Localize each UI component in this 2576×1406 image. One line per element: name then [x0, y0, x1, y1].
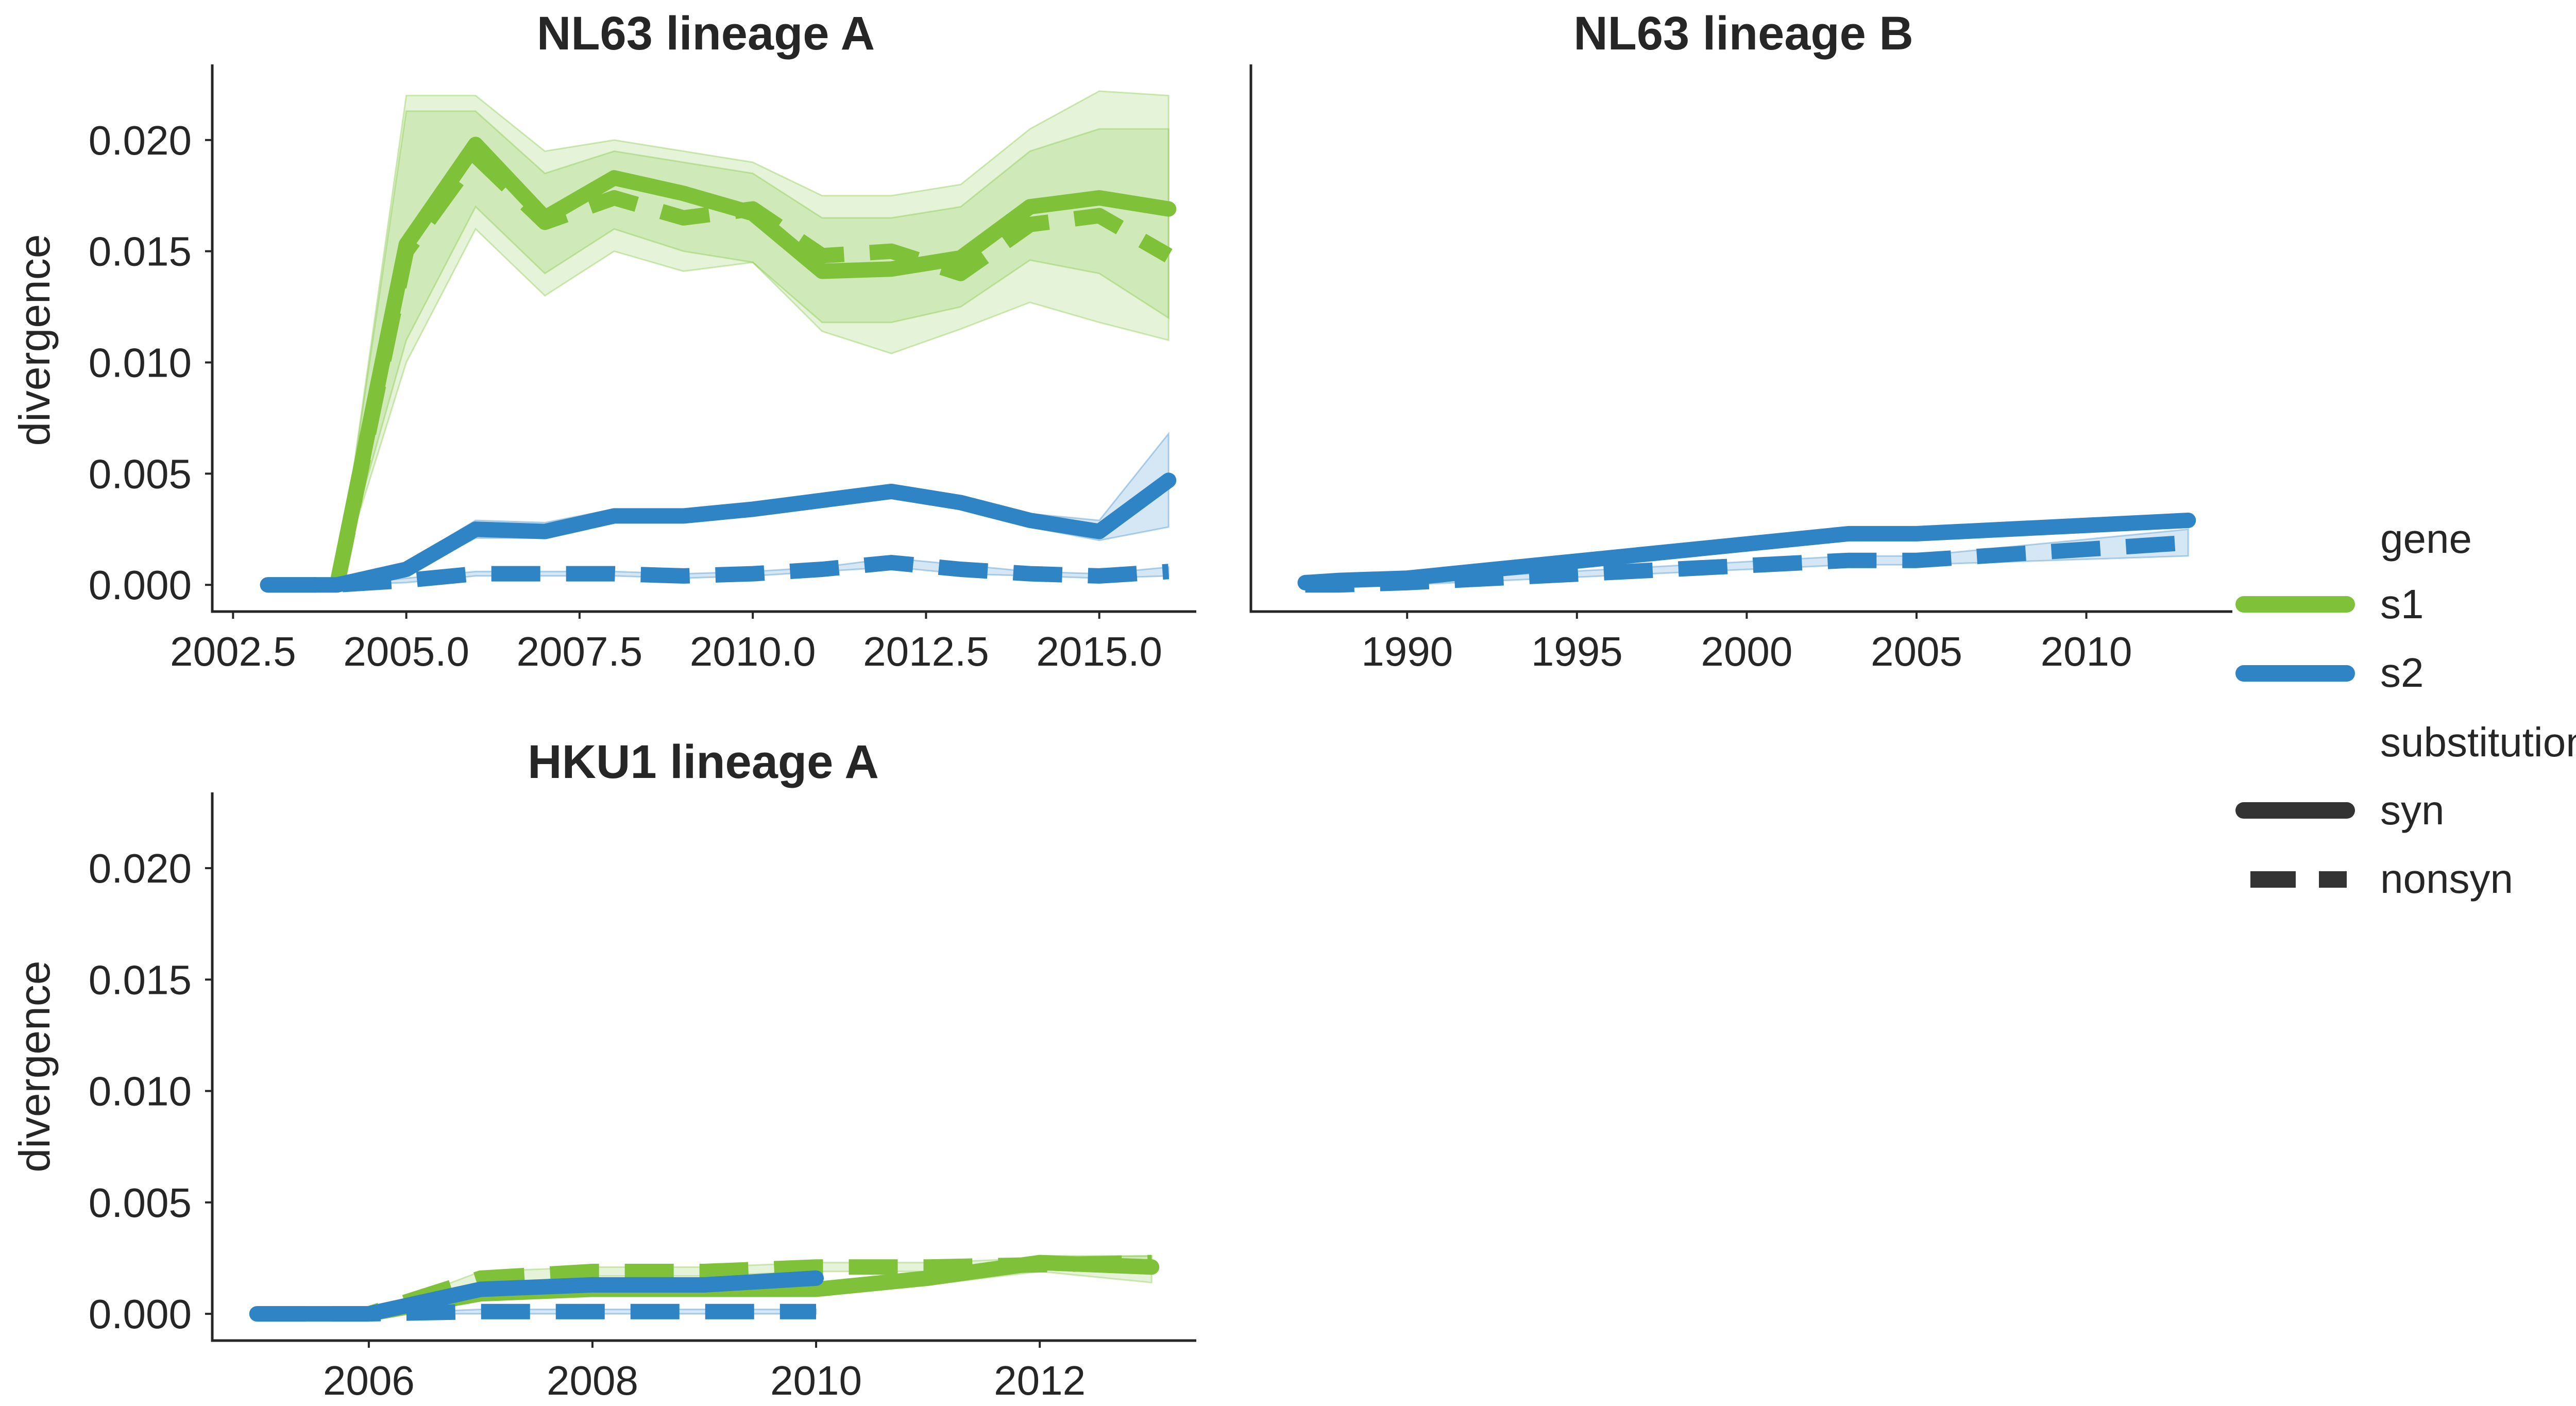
ci-band-s1-nonsyn: [267, 90, 1170, 586]
y-tick-label: 0.000: [89, 1291, 192, 1337]
x-tick-label: 2010: [2041, 629, 2132, 674]
x-tick-label: 2002.5: [170, 629, 296, 674]
axis-lines: [211, 64, 1196, 613]
x-tick-label: 2010.0: [690, 629, 816, 674]
x-tick-label: 2005.0: [343, 629, 469, 674]
y-tick-label: 0.020: [89, 845, 192, 891]
legend-heading-gene: gene: [2380, 516, 2472, 562]
y-axis-label: divergence: [10, 961, 59, 1173]
x-tick-label: 2007.5: [517, 629, 643, 674]
y-tick-label: 0.005: [89, 1180, 192, 1226]
x-tick-label: 2012: [994, 1358, 1086, 1403]
x-tick-label: 2010: [770, 1358, 862, 1403]
legend: gene s1 s2 substitution syn nonsyn: [2235, 516, 2576, 902]
ci-band-s1-syn: [267, 110, 1170, 586]
axis-lines: [211, 792, 1196, 1342]
y-tick-label: 0.000: [89, 562, 192, 608]
y-tick-label: 0.005: [89, 451, 192, 497]
series-line-s2-nonsyn: [1305, 535, 2189, 593]
y-tick-label: 0.020: [89, 117, 192, 163]
plot-area: 2006 2008 2010 2012 0.000 0.005 0.010 0.015 0.02…: [89, 845, 1160, 1403]
panel-nl63-lineage-a: NL63 lineage A 2002.5 2005.0 2007.5 2010.0 2…: [10, 7, 1196, 674]
axis-lines: [1249, 64, 2232, 613]
x-tick-label: 2005: [1871, 629, 1962, 674]
x-tick-label: 2006: [323, 1358, 415, 1403]
x-tick-label: 1995: [1531, 629, 1623, 674]
legend-label-s2: s2: [2380, 650, 2424, 696]
series-line-s1-syn: [260, 137, 1177, 593]
series-line-s1-nonsyn: [267, 148, 1173, 593]
x-tick-label: 2000: [1701, 629, 1792, 674]
panel-title: HKU1 lineage A: [528, 736, 879, 788]
x-tick-label: 2008: [547, 1358, 638, 1403]
y-tick-label: 0.015: [89, 957, 192, 1003]
x-tick-label: 2015.0: [1036, 629, 1162, 674]
plot-area: 2002.5 2005.0 2007.5 2010.0 2012.5 2015.0 0.00…: [89, 90, 1177, 674]
legend-label-syn: syn: [2380, 787, 2445, 833]
y-tick-label: 0.015: [89, 229, 192, 275]
plot-area: 1990 1995 2000 2005 2010: [1297, 513, 2196, 674]
y-tick-label: 0.010: [89, 340, 192, 385]
x-tick-label: 1990: [1361, 629, 1453, 674]
x-tick-label: 2012.5: [863, 629, 989, 674]
series-line-s2-nonsyn: [257, 1303, 816, 1322]
legend-label-nonsyn: nonsyn: [2380, 856, 2513, 902]
series-line-s2-nonsyn: [267, 555, 1170, 593]
panel-hku1-lineage-a: HKU1 lineage A 2006 2008 2010 2012 0.000 0.00…: [10, 736, 1196, 1403]
y-tick-label: 0.010: [89, 1069, 192, 1114]
series-line-s2-syn: [260, 472, 1177, 593]
panel-nl63-lineage-b: NL63 lineage B 1990 1995 2000 2005 2010: [1249, 7, 2232, 674]
y-axis-label: divergence: [10, 234, 59, 446]
legend-label-s1: s1: [2380, 581, 2424, 627]
panel-title: NL63 lineage A: [537, 7, 875, 60]
legend-heading-substitution: substitution: [2380, 719, 2576, 765]
panel-title: NL63 lineage B: [1573, 7, 1913, 60]
